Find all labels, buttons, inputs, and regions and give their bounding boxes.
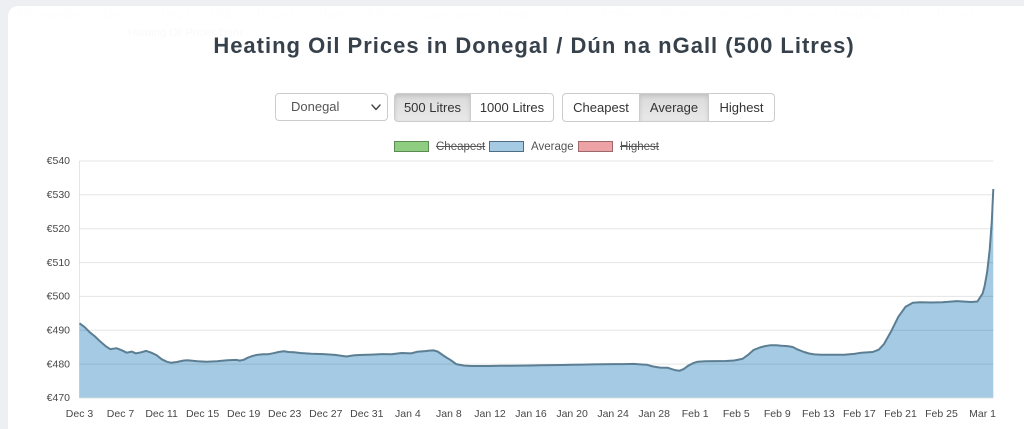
- svg-text:Dec 15: Dec 15: [186, 408, 219, 420]
- svg-text:Feb 21: Feb 21: [884, 408, 917, 420]
- svg-text:€490: €490: [47, 325, 71, 337]
- svg-text:€510: €510: [47, 257, 71, 269]
- svg-text:Feb 17: Feb 17: [843, 408, 876, 420]
- svg-text:Jan 8: Jan 8: [436, 408, 462, 420]
- svg-text:Dec 7: Dec 7: [107, 408, 135, 420]
- svg-text:Feb 13: Feb 13: [802, 408, 835, 420]
- svg-text:Dec 3: Dec 3: [66, 408, 94, 420]
- svg-text:Dec 19: Dec 19: [227, 408, 260, 420]
- svg-text:Feb 9: Feb 9: [764, 408, 791, 420]
- svg-text:€520: €520: [47, 223, 71, 235]
- svg-text:€470: €470: [47, 392, 71, 404]
- svg-text:Jan 28: Jan 28: [638, 408, 670, 420]
- svg-text:Dec 27: Dec 27: [309, 408, 342, 420]
- svg-text:Dec 23: Dec 23: [268, 408, 301, 420]
- svg-text:Feb 1: Feb 1: [682, 408, 709, 420]
- svg-text:€480: €480: [47, 358, 71, 370]
- svg-text:€540: €540: [47, 155, 71, 167]
- svg-text:Feb 5: Feb 5: [723, 408, 750, 420]
- svg-text:Mar 1: Mar 1: [969, 408, 996, 420]
- svg-text:Jan 20: Jan 20: [556, 408, 588, 420]
- svg-text:Jan 24: Jan 24: [597, 408, 629, 420]
- svg-text:€530: €530: [47, 189, 71, 201]
- svg-text:€500: €500: [47, 291, 71, 303]
- svg-text:Dec 11: Dec 11: [145, 408, 178, 420]
- svg-text:Jan 4: Jan 4: [395, 408, 421, 420]
- svg-text:Jan 16: Jan 16: [515, 408, 547, 420]
- svg-text:Feb 25: Feb 25: [925, 408, 958, 420]
- svg-text:Dec 31: Dec 31: [350, 408, 383, 420]
- svg-text:Jan 12: Jan 12: [474, 408, 506, 420]
